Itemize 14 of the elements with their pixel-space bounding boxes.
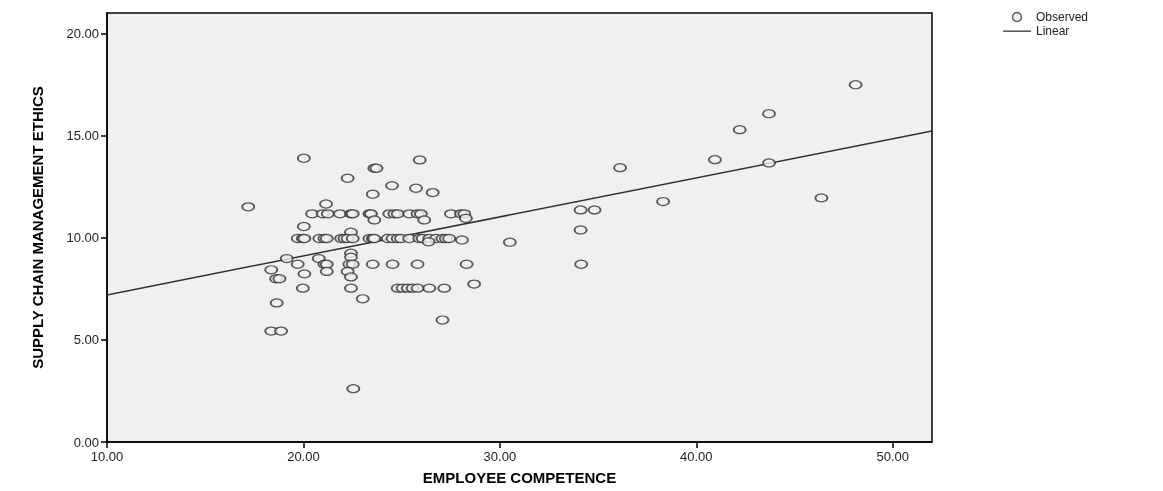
y-tick-label: 15.00 [66, 128, 99, 144]
x-tick-label: 30.00 [483, 449, 517, 464]
y-tick-label: 0.00 [73, 434, 99, 450]
x-tick-label: 40.00 [680, 449, 713, 464]
y-axis-title: SUPPLY CHAIN MANAGEMENT ETHICS [29, 86, 46, 369]
legend-label: Linear [1035, 24, 1070, 38]
x-axis-title: EMPLOYEE COMPETENCE [422, 469, 617, 486]
y-tick-label: 10.00 [66, 230, 99, 246]
y-tick-label: 20.00 [66, 25, 99, 41]
x-tick-label: 20.00 [287, 449, 320, 464]
legend-label: Observed [1035, 10, 1089, 24]
y-tick-label: 5.00 [73, 332, 99, 348]
x-tick-label: 10.00 [90, 449, 124, 464]
x-tick-label: 50.00 [876, 449, 909, 464]
